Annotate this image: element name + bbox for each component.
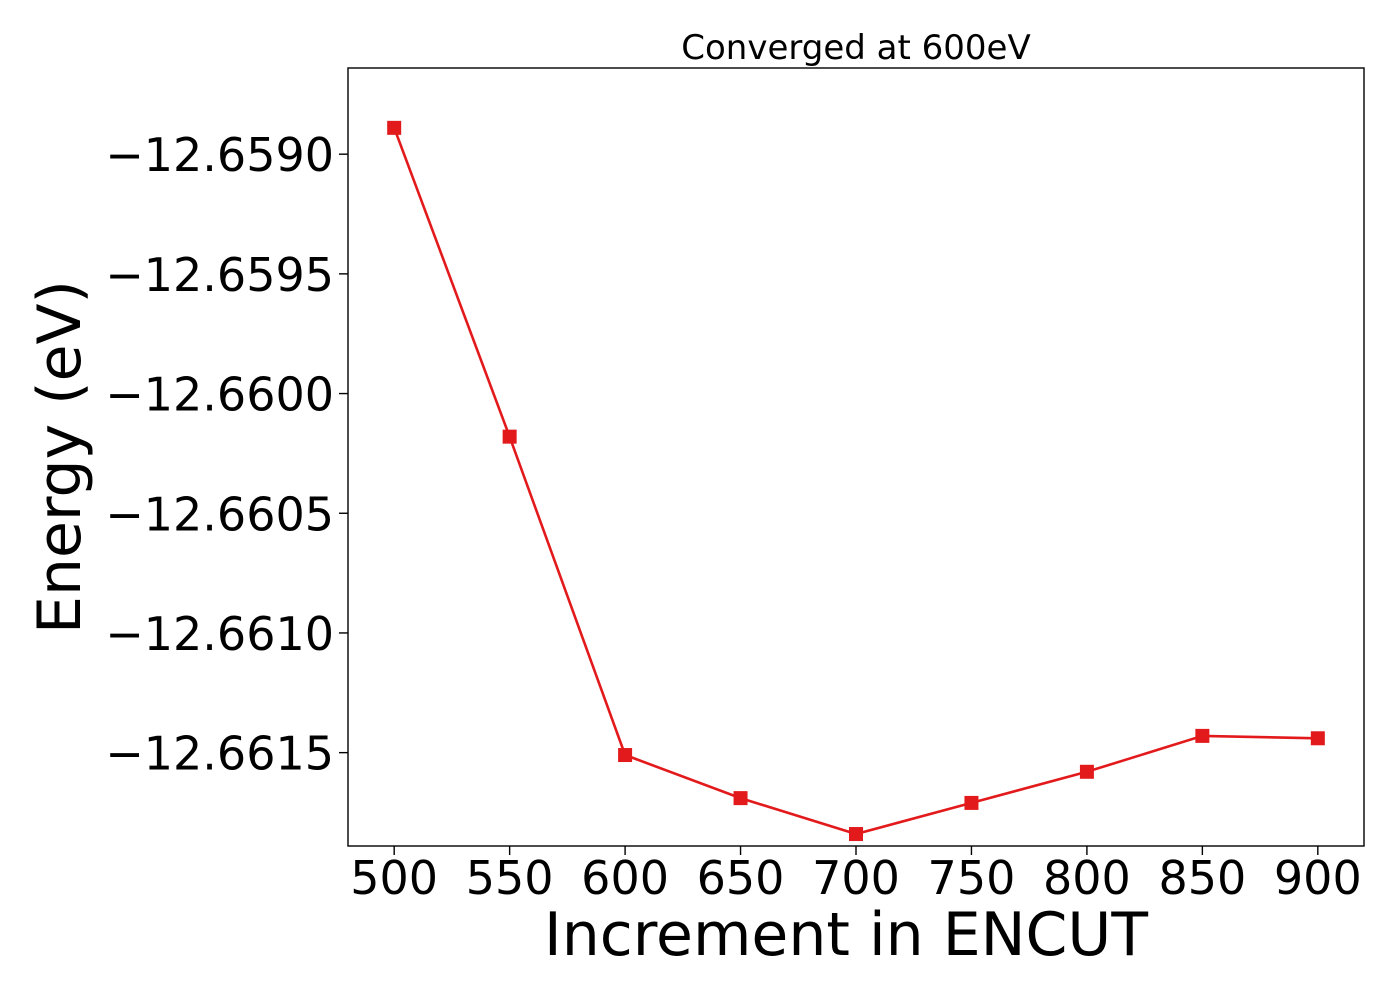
y-tick-label: −12.6605: [105, 487, 334, 541]
data-point-marker: [1310, 731, 1325, 746]
y-tick-label: −12.6610: [105, 607, 334, 661]
y-tick-label: −12.6595: [105, 248, 334, 302]
x-tick-label: 700: [812, 851, 900, 905]
y-tick-label: −12.6615: [105, 727, 334, 781]
data-point-marker: [964, 795, 979, 810]
data-point-marker: [618, 748, 633, 763]
plot-area-frame: [347, 67, 1365, 847]
y-tick-label: −12.6600: [105, 368, 334, 422]
x-tick-label: 900: [1274, 851, 1362, 905]
y-tick-label: −12.6590: [105, 128, 334, 182]
data-point-marker: [387, 120, 402, 135]
data-point-marker: [849, 827, 863, 842]
x-axis-ticks: 500 550 600 650 700 750 800 850 900: [350, 846, 1362, 905]
x-tick-label: 850: [1158, 851, 1246, 905]
energy-series-line: [392, 127, 1318, 836]
x-tick-label: 500: [350, 851, 438, 905]
x-tick-label: 650: [697, 851, 785, 905]
chart-title: Converged at 600eV: [681, 28, 1030, 68]
data-point-marker: [733, 791, 748, 806]
x-tick-label: 550: [466, 851, 554, 905]
x-tick-label: 600: [581, 851, 669, 905]
energy-series-markers: [387, 120, 1325, 842]
y-axis-ticks: −12.6590 −12.6595 −12.6600 −12.6605 −12.6610…: [105, 128, 348, 781]
x-tick-label: 800: [1043, 851, 1131, 905]
data-point-marker: [1079, 764, 1094, 779]
x-axis-label: Increment in ENCUT: [544, 900, 1148, 970]
data-point-marker: [502, 429, 517, 444]
y-axis-label: Energy (eV): [25, 280, 95, 634]
x-tick-label: 750: [928, 851, 1016, 905]
data-point-marker: [1195, 728, 1210, 743]
